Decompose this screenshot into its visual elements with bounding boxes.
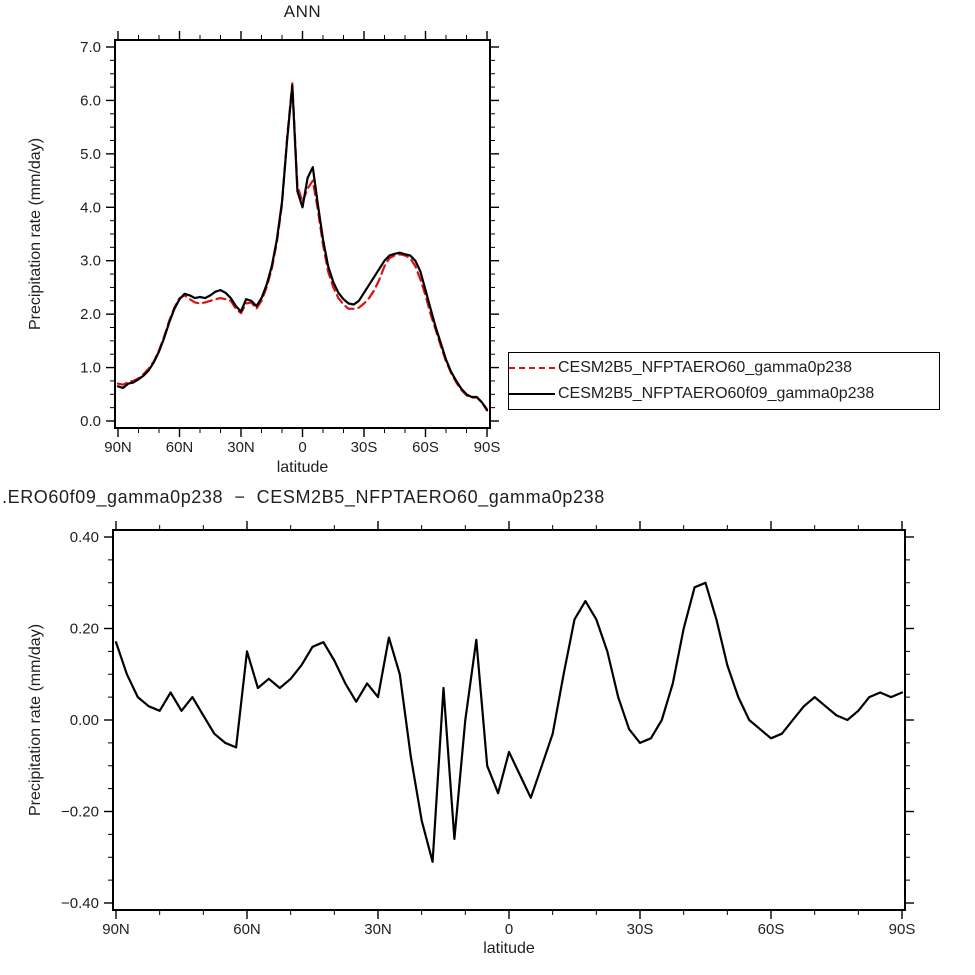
x-tick-label: 30S	[351, 439, 378, 456]
annual-mean-precipitation-chart: 90N 60N 30N 0 30S 60S 90S 7.0 6.0 5.0 4.0 3.0 2.0 1.0…	[80, 31, 500, 456]
y-tick-label: 4.0	[80, 199, 101, 216]
axis-ticks	[104, 521, 914, 919]
curves	[116, 82, 489, 412]
x-tick-label: 60N	[233, 921, 261, 938]
difference-chart-x-axis-title: latitude	[483, 940, 535, 957]
annual-chart-x-axis-title: latitude	[276, 459, 329, 476]
plot-frame	[114, 39, 491, 429]
x-tick-label: 30S	[627, 921, 654, 938]
legend-label: CESM2B5_NFPTAERO60f09_gamma0p238	[558, 385, 875, 403]
legend-item: CESM2B5_NFPTAERO60f09_gamma0p238	[509, 382, 939, 406]
legend-line-sample	[509, 366, 555, 369]
curve-dashed	[116, 82, 489, 411]
difference-chart-title: .ERO60f09_gamma0p238 − CESM2B5_NFPTAERO6…	[2, 487, 605, 507]
y-tick-label: 3.0	[80, 253, 101, 270]
y-tick-label: 0.0	[80, 413, 101, 430]
y-tick-label: 7.0	[80, 39, 101, 56]
curves	[114, 581, 904, 863]
annual-chart-y-axis-title: Precipitation rate (mm/day)	[27, 137, 44, 331]
legend-line-sample	[509, 393, 555, 396]
x-tick-label: 30N	[227, 439, 255, 456]
legend: CESM2B5_NFPTAERO60_gamma0p238 CESM2B5_NF…	[508, 352, 940, 410]
x-tick-label: 90S	[889, 921, 916, 938]
legend-item: CESM2B5_NFPTAERO60_gamma0p238	[509, 356, 939, 380]
x-tick-label: 90S	[474, 439, 501, 456]
y-tick-label: 0.40	[70, 529, 99, 546]
x-tick-label: 30N	[364, 921, 392, 938]
y-tick-label: −0.20	[61, 804, 99, 821]
difference-chart-y-axis-title: Precipitation rate (mm/day)	[27, 623, 44, 817]
x-tick-label: 0	[505, 921, 513, 938]
y-tick-label: 6.0	[80, 92, 101, 109]
axis-ticks	[106, 31, 499, 437]
y-tick-label: 2.0	[80, 306, 101, 323]
precipitation-difference-chart: 90N 60N 30N 0 30S 60S 90S 0.40 0.20 0.00 −0.20 −0.4…	[61, 521, 915, 938]
y-tick-label: 0.00	[70, 712, 99, 729]
x-tick-label: 60S	[758, 921, 785, 938]
tick-labels: 90N 60N 30N 0 30S 60S 90S 7.0 6.0 5.0 4.0 3.0 2.0 1.0…	[80, 39, 500, 456]
annual-chart-title: ANN	[283, 2, 322, 21]
tick-labels: 90N 60N 30N 0 30S 60S 90S 0.40 0.20 0.00 −0.20 −0.4…	[61, 529, 915, 938]
x-tick-label: 90N	[102, 921, 130, 938]
y-tick-label: 1.0	[80, 360, 101, 377]
y-tick-label: 5.0	[80, 146, 101, 163]
plot-frame	[112, 529, 906, 911]
x-tick-label: 0	[298, 439, 306, 456]
y-tick-label: 0.20	[70, 621, 99, 638]
y-tick-label: −0.40	[61, 895, 99, 912]
curve-solid	[114, 581, 904, 863]
x-tick-label: 60S	[412, 439, 439, 456]
x-tick-label: 90N	[104, 439, 132, 456]
x-tick-label: 60N	[166, 439, 194, 456]
legend-label: CESM2B5_NFPTAERO60_gamma0p238	[558, 358, 853, 376]
curve-solid	[116, 84, 489, 412]
